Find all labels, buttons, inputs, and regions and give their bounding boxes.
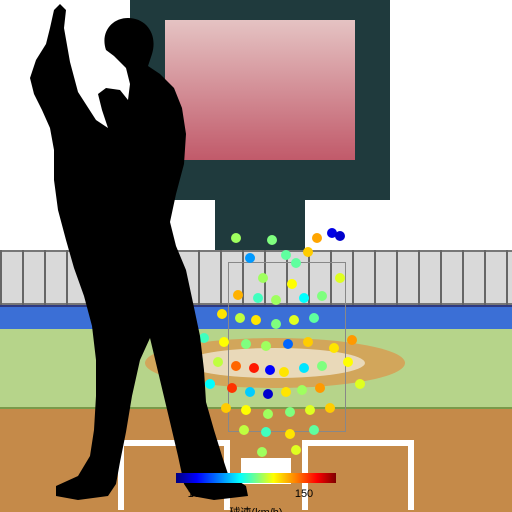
pitch-marker [305, 405, 315, 415]
pitch-marker [335, 231, 345, 241]
pitch-marker [253, 293, 263, 303]
pitch-marker [249, 363, 259, 373]
fence-post [462, 250, 464, 305]
pitch-marker [227, 383, 237, 393]
pitch-marker [309, 313, 319, 323]
pitch-marker [325, 403, 335, 413]
pitch-marker [317, 291, 327, 301]
pitch-marker [317, 361, 327, 371]
pitch-marker [199, 333, 209, 343]
pitch-marker [303, 247, 313, 257]
pitch-marker [309, 425, 319, 435]
pitch-marker [251, 315, 261, 325]
colorbar-ticks: 100 150 [176, 488, 336, 502]
pitch-marker [315, 383, 325, 393]
plate-line [118, 440, 124, 510]
pitch-marker [233, 290, 243, 300]
plate-line [302, 440, 412, 446]
colorbar-tick: 150 [295, 488, 313, 500]
pitch-marker [281, 387, 291, 397]
pitch-marker [271, 319, 281, 329]
pitch-marker [241, 339, 251, 349]
pitch-marker [299, 293, 309, 303]
pitch-marker [258, 273, 268, 283]
pitch-marker [291, 445, 301, 455]
pitch-marker [193, 355, 203, 365]
pitch-marker [291, 258, 301, 268]
plate-line [120, 440, 230, 446]
pitch-marker [239, 425, 249, 435]
pitch-marker [231, 233, 241, 243]
colorbar-tick: 100 [188, 488, 206, 500]
pitch-marker [289, 315, 299, 325]
pitch-marker [355, 379, 365, 389]
fence-post [154, 250, 156, 305]
scoreboard-screen [165, 20, 355, 160]
fence-post [110, 250, 112, 305]
pitch-marker [281, 250, 291, 260]
pitch-marker [221, 403, 231, 413]
pitch-marker [217, 309, 227, 319]
plate-line [408, 440, 414, 510]
fence-post [484, 250, 486, 305]
pitch-marker [347, 335, 357, 345]
pitch-marker [263, 409, 273, 419]
pitch-marker [219, 337, 229, 347]
scoreboard-stand [215, 200, 305, 250]
pitch-marker [231, 361, 241, 371]
fence-post [352, 250, 354, 305]
fence-post [198, 250, 200, 305]
pitch-marker [279, 367, 289, 377]
pitch-marker [312, 233, 322, 243]
pitch-marker [241, 405, 251, 415]
pitch-marker [213, 357, 223, 367]
pitch-marker [283, 339, 293, 349]
fence-post [418, 250, 420, 305]
pitch-marker [267, 235, 277, 245]
pitch-marker [303, 337, 313, 347]
pitch-location-chart: 100 150 球速(km/h) [0, 0, 512, 512]
pitch-marker [299, 363, 309, 373]
pitch-marker [329, 343, 339, 353]
fence-post [132, 250, 134, 305]
pitch-marker [285, 429, 295, 439]
pitch-marker [205, 379, 215, 389]
fence-post [22, 250, 24, 305]
fence-post [374, 250, 376, 305]
pitch-marker [257, 447, 267, 457]
pitch-marker [271, 295, 281, 305]
fence-post [176, 250, 178, 305]
pitch-marker [245, 387, 255, 397]
pitch-marker [343, 357, 353, 367]
fence-post [440, 250, 442, 305]
pitch-marker [263, 389, 273, 399]
fence-post [506, 250, 508, 305]
pitch-marker [245, 253, 255, 263]
pitch-marker [335, 273, 345, 283]
pitch-marker [261, 427, 271, 437]
fence-post [0, 250, 2, 305]
fence-post [88, 250, 90, 305]
colorbar-label: 球速(km/h) [176, 504, 336, 512]
pitch-marker [285, 407, 295, 417]
fence-post [220, 250, 222, 305]
pitch-marker [261, 341, 271, 351]
pitch-marker [287, 279, 297, 289]
speed-legend: 100 150 球速(km/h) [176, 470, 336, 512]
fence-post [44, 250, 46, 305]
pitch-marker [235, 313, 245, 323]
fence-post [66, 250, 68, 305]
stadium-scoreboard [130, 0, 390, 200]
colorbar [176, 473, 336, 483]
pitch-marker [297, 385, 307, 395]
fence-post [396, 250, 398, 305]
pitch-marker [265, 365, 275, 375]
